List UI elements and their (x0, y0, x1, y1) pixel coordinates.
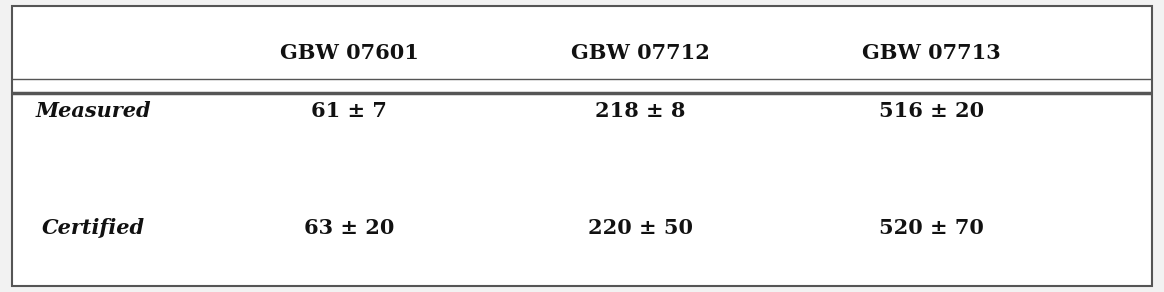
Text: 220 ± 50: 220 ± 50 (588, 218, 693, 238)
Text: GBW 07713: GBW 07713 (861, 43, 1001, 62)
Text: GBW 07712: GBW 07712 (570, 43, 710, 62)
FancyBboxPatch shape (12, 6, 1152, 286)
Text: 516 ± 20: 516 ± 20 (879, 101, 984, 121)
Text: 218 ± 8: 218 ± 8 (595, 101, 686, 121)
Text: 63 ± 20: 63 ± 20 (304, 218, 395, 238)
Text: 520 ± 70: 520 ± 70 (879, 218, 984, 238)
Text: GBW 07601: GBW 07601 (279, 43, 419, 62)
Text: Measured: Measured (35, 101, 151, 121)
Text: Certified: Certified (42, 218, 144, 238)
Text: 61 ± 7: 61 ± 7 (311, 101, 388, 121)
